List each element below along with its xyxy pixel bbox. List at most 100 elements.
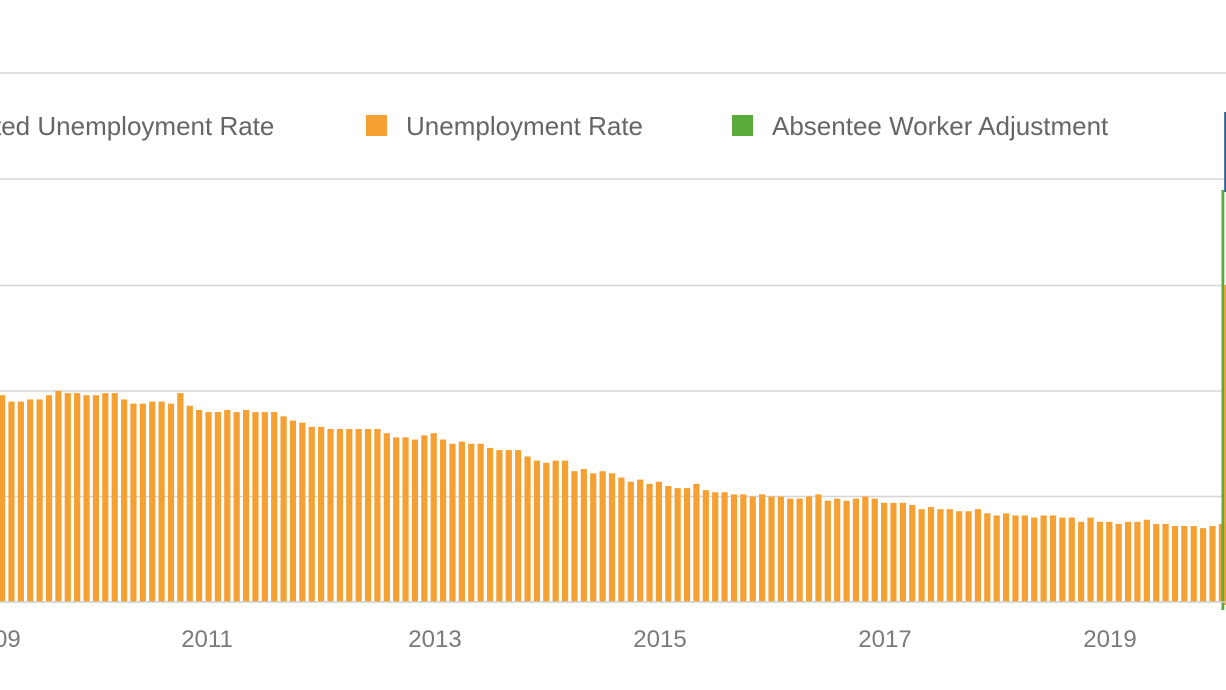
bar (1087, 517, 1094, 602)
legend: ted Unemployment Rate Unemployment Rate … (0, 111, 1109, 141)
bar (1096, 521, 1104, 602)
bar (318, 426, 325, 602)
bar (167, 403, 175, 602)
bar (533, 460, 541, 602)
bar (561, 460, 569, 602)
legend-label-adjusted-unemployment-rate: ted Unemployment Rate (0, 111, 274, 141)
bar (552, 460, 559, 602)
bar (655, 481, 663, 602)
bar (214, 412, 222, 602)
bar (665, 485, 672, 602)
bar (1143, 519, 1150, 602)
bar (383, 433, 390, 602)
bar (308, 426, 315, 602)
bar (130, 403, 137, 602)
x-tick-label: 2017 (858, 626, 911, 653)
bar (712, 492, 719, 602)
bar (730, 494, 738, 602)
bar (881, 502, 888, 602)
bar (1171, 526, 1179, 602)
bar (83, 395, 90, 602)
bar (177, 393, 184, 602)
bar (242, 409, 250, 602)
bar (749, 496, 756, 602)
bar (834, 498, 841, 602)
legend-swatch-absentee-worker-adjustment (732, 115, 753, 136)
bar (458, 441, 465, 602)
bar (956, 511, 963, 602)
spike-bar-green (1221, 190, 1225, 610)
bar (1031, 517, 1038, 602)
bar (233, 412, 240, 602)
legend-label-absentee-worker-adjustment: Absentee Worker Adjustment (772, 111, 1109, 141)
bar (618, 477, 625, 602)
bar (102, 393, 109, 602)
bar (1106, 521, 1113, 602)
x-tick-label: 09 (0, 626, 21, 653)
bar (402, 437, 409, 602)
bar (74, 393, 81, 602)
bar (965, 511, 972, 602)
bar (1068, 517, 1075, 602)
bar (590, 473, 597, 602)
bar (974, 509, 982, 602)
bar (1200, 528, 1207, 602)
bar (515, 450, 522, 602)
bar (430, 433, 437, 602)
bar (158, 401, 165, 602)
bar (327, 428, 334, 602)
bar (1181, 526, 1188, 602)
bar (449, 443, 456, 602)
bar (571, 471, 578, 602)
x-tick-label: 2013 (408, 626, 461, 653)
bar (440, 439, 447, 602)
bar (862, 496, 869, 602)
bar-series-unemployment-rate (0, 391, 1225, 602)
bar (149, 401, 156, 602)
bar (1162, 523, 1169, 602)
bar (252, 412, 259, 602)
bar (45, 395, 53, 602)
bar (993, 515, 1000, 602)
bar (17, 401, 24, 602)
bar (984, 513, 991, 602)
bar (693, 483, 700, 602)
bar (1021, 515, 1028, 602)
bar (909, 504, 916, 602)
spike-bar-blue (1224, 112, 1226, 192)
bar (890, 502, 897, 602)
bar (346, 428, 353, 602)
bar (599, 471, 606, 602)
bar (674, 488, 681, 602)
bar (768, 496, 775, 602)
bar (927, 507, 935, 602)
bar (336, 428, 343, 602)
bar (196, 409, 203, 602)
bar (702, 490, 709, 602)
bar (815, 494, 822, 602)
bar (92, 395, 100, 602)
bar (824, 500, 831, 602)
bar (8, 401, 15, 602)
bar (393, 437, 400, 602)
bar (740, 494, 747, 602)
bar (1059, 517, 1066, 602)
bar (224, 409, 231, 602)
bar (946, 509, 953, 602)
bar (468, 443, 475, 602)
bar (1124, 521, 1132, 602)
bar (186, 405, 193, 602)
bar (805, 496, 813, 602)
bar (543, 462, 550, 602)
x-axis-ticks: 09 2011 2013 2015 2017 2019 (0, 626, 1137, 653)
legend-swatch-unemployment-rate (366, 115, 387, 136)
bar (1012, 515, 1019, 602)
bar (411, 439, 419, 602)
bar (64, 393, 71, 602)
bar (1040, 515, 1047, 602)
bar (271, 412, 278, 602)
bar (1049, 515, 1057, 602)
bar (261, 412, 268, 602)
bar (1134, 521, 1141, 602)
bar (1078, 521, 1085, 602)
